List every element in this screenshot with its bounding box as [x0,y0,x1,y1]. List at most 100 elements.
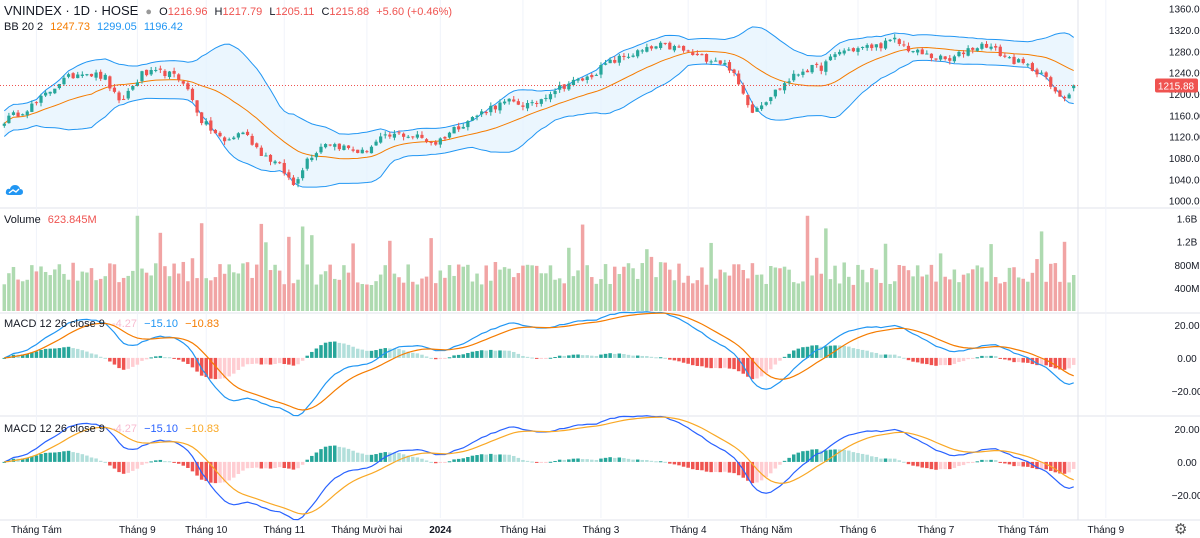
macd-hist-bar [727,461,732,473]
macd2-tick-2: 20.00 [1174,425,1199,436]
macd-hist-bar [1012,357,1016,363]
candle-body [484,112,488,114]
bb-legend[interactable]: BB 20 2 1247.73 1299.05 1196.42 [4,21,187,33]
macd-hist-bar [948,357,952,366]
macd-hist-bar [89,353,94,358]
candle-body [645,47,649,52]
macd-hist-bar [1039,357,1044,366]
candle-body [888,39,892,41]
candle-body [1026,64,1030,66]
macd-hist-bar [980,459,984,462]
macd-hist-bar [975,357,980,359]
macd-hist-bar [534,357,539,359]
candle-body [700,54,704,56]
volume-bar [612,266,617,311]
macd-hist-bar [594,355,599,358]
volume-bar [594,283,599,311]
volume-bar [741,270,745,311]
macd2-legend[interactable]: MACD 12 26 close 9 -4.27 −15.10 −10.83 [4,423,223,435]
volume-bar [277,270,282,311]
candle-body [291,177,296,185]
volume-bar [337,279,342,311]
macd-hist-bar [57,348,62,358]
candle-body [957,51,961,57]
volume-bar [590,277,594,311]
candle-body [218,132,222,137]
macd-hist-bar [479,454,484,462]
candle-body [535,102,539,104]
volume-legend[interactable]: Volume 623.845M [4,214,101,226]
candle-body [158,68,162,70]
macd2-hist-value: -4.27 [111,423,138,435]
volume-bar [323,271,328,311]
candle-body [502,101,507,104]
price-tick-5: 1200.00 [1169,90,1200,101]
macd-hist-bar [479,350,484,358]
macd-hist-bar [34,455,39,462]
volume-bar [516,273,521,311]
macd-hist-bar [2,357,7,359]
macd-hist-bar [585,355,589,358]
candle-body [636,50,640,57]
macd-hist-bar [691,357,695,366]
settings-gear-icon[interactable]: ⚙ [1174,521,1188,538]
volume-bar [351,243,355,311]
macd-hist-bar [241,461,245,471]
macd-hist-bar [787,353,791,358]
macd-hist-bar [640,355,645,358]
volume-bar [126,275,130,311]
macd-hist-bar [85,351,89,358]
time-axis[interactable]: Tháng Tám Tháng 9 Tháng 10 Tháng 11 Tháng Mư… [11,525,1125,536]
macd-hist-bar [516,353,521,358]
macd-hist-bar [181,461,186,466]
macd-hist-bar [892,354,897,358]
macd-hist-bar [470,455,475,462]
macd-hist-bar [346,344,351,358]
macd-hist-bar [764,357,768,374]
macd-hist-bar [837,449,842,462]
tradingview-cloud-icon[interactable] [5,183,23,197]
volume-bar [544,273,548,311]
macd-hist-bar [43,348,48,358]
candle-body [333,144,337,147]
macd-hist-bar [172,461,176,463]
macd-hist-bar [920,357,924,364]
volume-bar [984,281,989,311]
candle-body [135,82,140,86]
time-tick-12: Tháng Tám [998,525,1049,536]
macd1-legend[interactable]: MACD 12 26 close 9 -4.27 −15.10 −10.83 [4,318,223,330]
volume-bar [1026,281,1030,311]
candle-body [319,146,323,153]
last-price-box [1155,78,1198,93]
candle-body [672,46,677,51]
macd-hist-bar [709,357,713,369]
macd-hist-bar [167,461,172,463]
macd-hist-bar [429,357,433,359]
volume-bar [48,275,52,311]
candle-body [154,69,158,71]
volume-bar [11,266,16,311]
macd-hist-bar [746,461,750,481]
candle-body [406,136,410,138]
candle-body [916,49,920,53]
volume-bar [897,265,902,311]
candle-body [126,90,130,99]
volume-bar [998,283,1003,311]
candle-body [434,142,438,145]
macd-hist-bar [801,451,805,462]
candle-body [801,71,805,75]
candle-body [11,112,16,115]
volume-bar [557,278,562,311]
price-tick-0: 1000.00 [1169,197,1200,208]
volume-bar [548,265,553,311]
volume-bar [53,269,57,311]
macd-hist-bar [929,357,934,366]
symbol-title[interactable]: VNINDEX · 1D · HOSE [4,3,139,18]
macd-hist-bar [580,355,585,358]
volume-bar [819,273,824,311]
price-tick-2: 1080.00 [1169,154,1200,165]
macd-hist-bar [149,357,153,359]
macd-hist-bar [851,348,856,358]
candle-body [590,75,594,78]
